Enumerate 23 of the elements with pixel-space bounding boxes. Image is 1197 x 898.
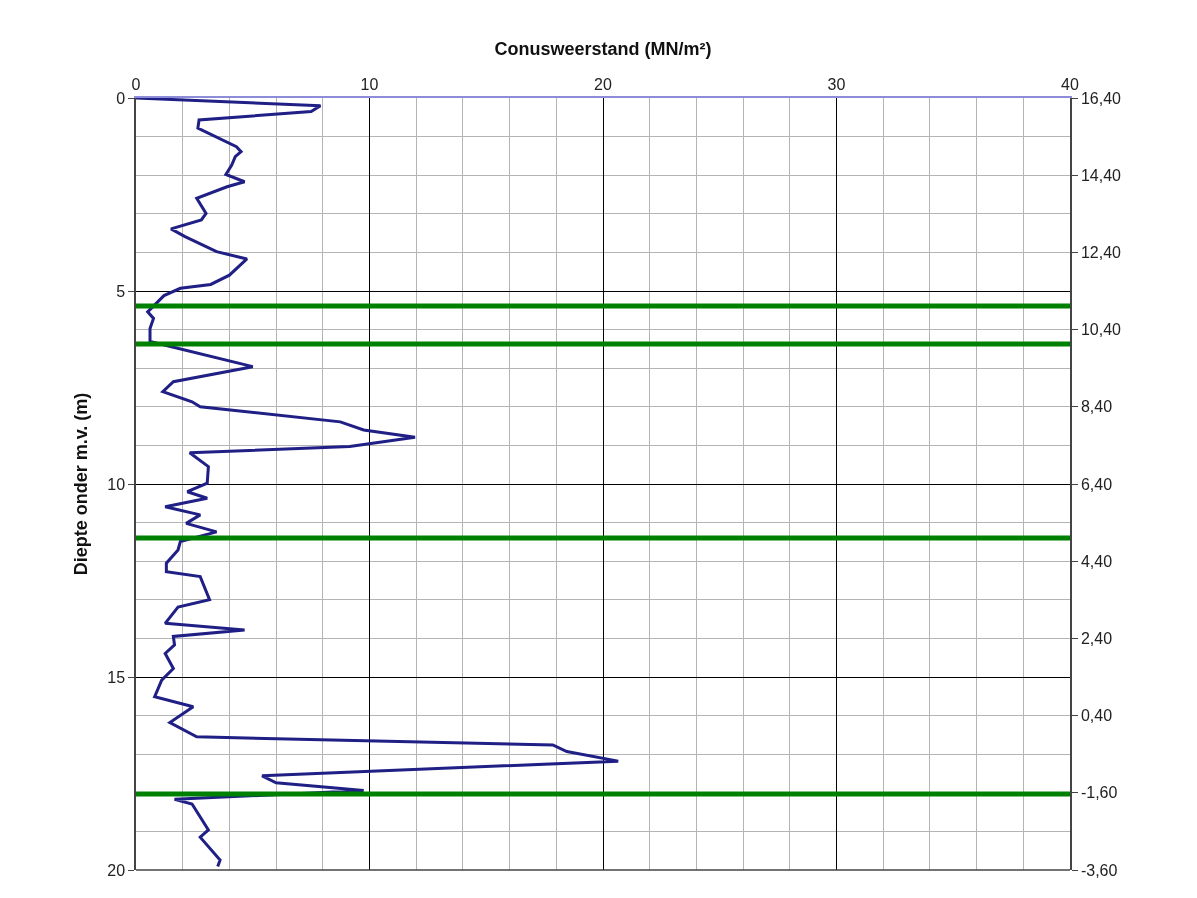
y2-tick-label: 4,40 <box>1080 552 1113 570</box>
x-tick-label: 30 <box>827 75 846 93</box>
x-tick-label: 10 <box>360 75 379 93</box>
x-tick-label: 20 <box>594 75 612 93</box>
y2-tick-label: -3,60 <box>1080 861 1118 879</box>
y2-tick-label: 2,40 <box>1080 630 1113 647</box>
y2-tick-label: 16,40 <box>1080 89 1122 107</box>
y2-tick-label: 14,40 <box>1080 166 1122 184</box>
y-tick-label: 15 <box>107 668 126 686</box>
x-axis-title: Conusweerstand (MN/m²) <box>494 39 712 60</box>
y2-tick-label: -1,60 <box>1080 784 1118 802</box>
x-tick-label: 40 <box>1061 75 1079 93</box>
y2-tick-label: 6,40 <box>1080 475 1113 493</box>
y-tick-label: 20 <box>107 861 126 879</box>
y-tick-label: 5 <box>116 282 126 300</box>
y2-tick-label: 12,40 <box>1080 244 1122 261</box>
y-tick-label: 10 <box>107 475 126 493</box>
y2-tick-label: 8,40 <box>1080 398 1113 416</box>
y2-tick-label: 0,40 <box>1080 707 1113 725</box>
y2-tick-label: 10,40 <box>1080 321 1122 339</box>
y-tick-label: 0 <box>116 89 126 107</box>
x-tick-label: 0 <box>131 75 141 93</box>
y-axis-title: Diepte onder m.v. (m) <box>70 392 91 576</box>
